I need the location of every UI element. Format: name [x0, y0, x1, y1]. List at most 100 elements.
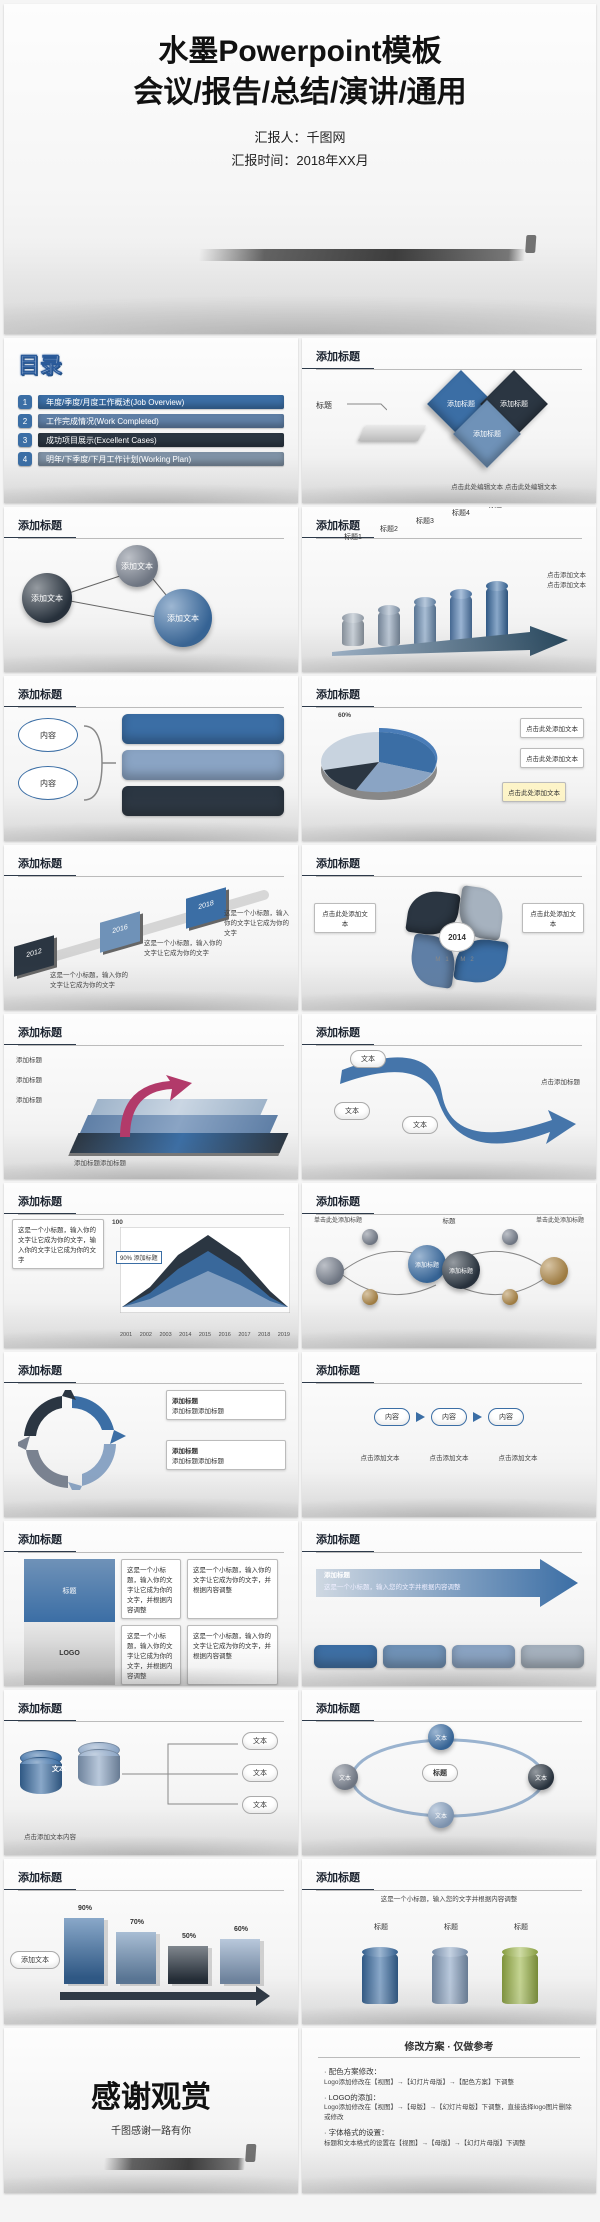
node — [502, 1229, 518, 1245]
pill-1: 文本 — [350, 1050, 386, 1068]
cyl-label: 标题1 — [338, 532, 368, 542]
bar-2 — [116, 1932, 156, 1984]
ink-wash — [4, 1640, 298, 1686]
slide-title: 添加标题 — [4, 845, 76, 876]
pill-1: 内容 — [374, 1408, 410, 1426]
slide-db: 添加标题 文本 文本 文本 文本 点击添加文本内容 — [4, 1690, 298, 1855]
slide-iso-timeline: 添加标题 2012 2016 2018 这是一个小标题，输入你的文字让它成为你的… — [4, 845, 298, 1010]
slide-5box: 添加标题 这是一个小标题，输入你的文字让它成为你的文字，并根据内容调整 标题 L… — [4, 1521, 298, 1686]
slide-title: 添加标题 — [302, 1183, 374, 1214]
slide-title: 添加标题 — [302, 676, 374, 707]
toc-label: 年度/季度/月度工作概述(Job Overview) — [38, 395, 284, 409]
ink-wash — [302, 626, 596, 672]
people-platform — [358, 425, 426, 440]
slide-diamonds: 添加标题 标题 添加标题 添加标题 添加标题 点击此处编辑文本 点击此处编辑文本 — [302, 338, 596, 503]
cyl-lbl: 标题 — [506, 1922, 536, 1932]
thanks-title: 感谢观赏 — [4, 2072, 298, 2116]
ink-wash — [302, 457, 596, 503]
cyl-label: 标题5 — [482, 507, 512, 510]
bubble-2: 添加文本 — [116, 545, 158, 587]
hint-row: 点击添加文本 点击添加文本 点击添加文本 — [316, 1452, 582, 1462]
bubble-1: 添加文本 — [22, 573, 72, 623]
slide-cycle: 添加标题 添加标题添加标题添加标题 添加标题添加标题添加标题 — [4, 1352, 298, 1517]
line: Logo添加修改在【视图】→【母版】→【幻灯片母版】下调整，直接选择logo图片… — [324, 2103, 574, 2123]
pie-pct: 60% — [338, 712, 351, 719]
lbl-2: 添加标题 — [16, 1074, 42, 1084]
slide-pill-flow: 添加标题 内容 内容 内容 点击添加文本 点击添加文本 点击添加文本 — [302, 1352, 596, 1517]
ring-center: 标题 — [422, 1764, 458, 1782]
side-callout: 点击此处添加文本 — [314, 903, 376, 933]
chip-2 — [122, 750, 284, 780]
slide-grid: 水墨Powerpoint模板 会议/报告/总结/演讲/通用 汇报人：千图网 汇报… — [0, 0, 600, 2197]
slide-petals: 添加标题 2014 M1 M2 点击此处添加文本 点击此处添加文本 — [302, 845, 596, 1010]
toc-label: 工作完成情况(Work Completed) — [38, 414, 284, 428]
ink-wash — [4, 1978, 298, 2024]
slide-thanks: 感谢观赏 千图感谢一路有你 — [4, 2028, 298, 2193]
slide-title: 添加标题 — [302, 338, 374, 369]
center-label: 标题 — [24, 1559, 115, 1622]
slide-3d-bars: 添加标题 90% 70% 50% 60% 添加文本 — [4, 1859, 298, 2024]
slide-title: 添加标题 — [302, 1521, 374, 1552]
ink-wash — [302, 1640, 596, 1686]
callout-2: 点击此处添加文本 — [520, 748, 584, 768]
hint: 点击添加标题 — [541, 1076, 580, 1086]
slide-toc: 目录 1年度/季度/月度工作概述(Job Overview) 2 工作完成情况(W… — [4, 338, 298, 503]
center-r: 添加标题 — [442, 1251, 480, 1289]
arrow-title: 添加标题 — [324, 1569, 350, 1579]
box-tr: 这是一个小标题，输入你的文字让它成为你的文字，并根据内容调整 — [187, 1559, 278, 1619]
right-label: 单击此处添加标题 — [536, 1215, 584, 1224]
db-lines — [120, 1730, 240, 1820]
slide-s-curve: 添加标题 文本 文本 文本 点击添加标题 — [302, 1014, 596, 1179]
hint: 点击添加文本 点击添加文本 — [547, 569, 586, 589]
thanks-sub: 千图感谢一路有你 — [4, 2122, 298, 2137]
ink-wash — [302, 1471, 596, 1517]
slide-title: 添加标题 — [4, 1859, 76, 1890]
ink-wash — [302, 795, 596, 841]
pill-2: 内容 — [431, 1408, 467, 1426]
ink-wash — [302, 964, 596, 1010]
slide-cover: 水墨Powerpoint模板 会议/报告/总结/演讲/通用 汇报人：千图网 汇报… — [4, 4, 596, 334]
ink-wash — [4, 457, 298, 503]
pct: 70% — [122, 1919, 152, 1926]
slide-title: 添加标题 — [4, 1521, 76, 1552]
cover-presenter: 汇报人：千图网 — [4, 127, 596, 146]
toc-num: 3 — [18, 433, 32, 447]
ink-wash — [302, 1133, 596, 1179]
toc-heading: 目录 — [4, 338, 298, 390]
toc-num: 2 — [18, 414, 32, 428]
pct-label: 90% 添加标题 — [116, 1251, 162, 1264]
slide-bubbles: 添加标题 添加文本 添加文本 添加文本 — [4, 507, 298, 672]
slide-title: 添加标题 — [302, 1352, 374, 1383]
slide-title: 添加标题 — [4, 676, 76, 707]
desc-2: 这是一个小标题，输入你的文字让它成为你的文字 — [144, 937, 224, 957]
cyl-label: 标题2 — [374, 524, 404, 534]
cover-title-l1: 水墨Powerpoint模板 — [158, 35, 441, 68]
arrow-icon — [416, 1412, 425, 1422]
cover-title: 水墨Powerpoint模板 会议/报告/总结/演讲/通用 — [4, 32, 596, 113]
slide-content-chips: 添加标题 内容 内容 — [4, 676, 298, 841]
line: · LOGO的添加： — [324, 2092, 574, 2104]
slide-title: 添加标题 — [302, 1014, 374, 1045]
cyl-label: 标题3 — [410, 516, 440, 526]
label: 标题 — [316, 400, 332, 411]
cover-title-l2: 会议/报告/总结/演讲/通用 — [133, 76, 466, 109]
pct: 90% — [70, 1905, 100, 1912]
slide-stack-arrow: 添加标题 添加标题 添加标题 添加标题 添加标题添加标题 — [4, 1014, 298, 1179]
slide-network: 添加标题 标题 添加标题 添加标题 单击此处添加标题 单击此处添加标题 — [302, 1183, 596, 1348]
ink-wash — [4, 1133, 298, 1179]
cyl-label: 标题4 — [446, 508, 476, 518]
hint: 点击添加文本 — [361, 1452, 400, 1462]
area-chart — [120, 1227, 290, 1313]
slide-pie: 添加标题 60% 点击此处添加文本 点击此处添加文本 点击此处添加文本 — [302, 676, 596, 841]
toc-item: 2 工作完成情况(Work Completed) — [18, 414, 284, 428]
pill-2: 文本 — [242, 1764, 278, 1782]
slide-title: 添加标题 — [4, 1690, 76, 1721]
arrow-desc: 这是一个小标题，输入您的文字并根据内容调整 — [324, 1581, 461, 1591]
hint: 点击添加文本 — [430, 1452, 469, 1462]
pill-3: 文本 — [402, 1116, 438, 1134]
slide-oval-ring: 添加标题 标题 文本 文本 文本 文本 — [302, 1690, 596, 1855]
pill-3: 内容 — [488, 1408, 524, 1426]
callout-1: 点击此处添加文本 — [520, 718, 584, 738]
toc-item: 1年度/季度/月度工作概述(Job Overview) — [18, 395, 284, 409]
slide-area-chart: 添加标题 这是一个小标题，输入你的文字让它成为你的文字，输入你的文字让它成为你的… — [4, 1183, 298, 1348]
